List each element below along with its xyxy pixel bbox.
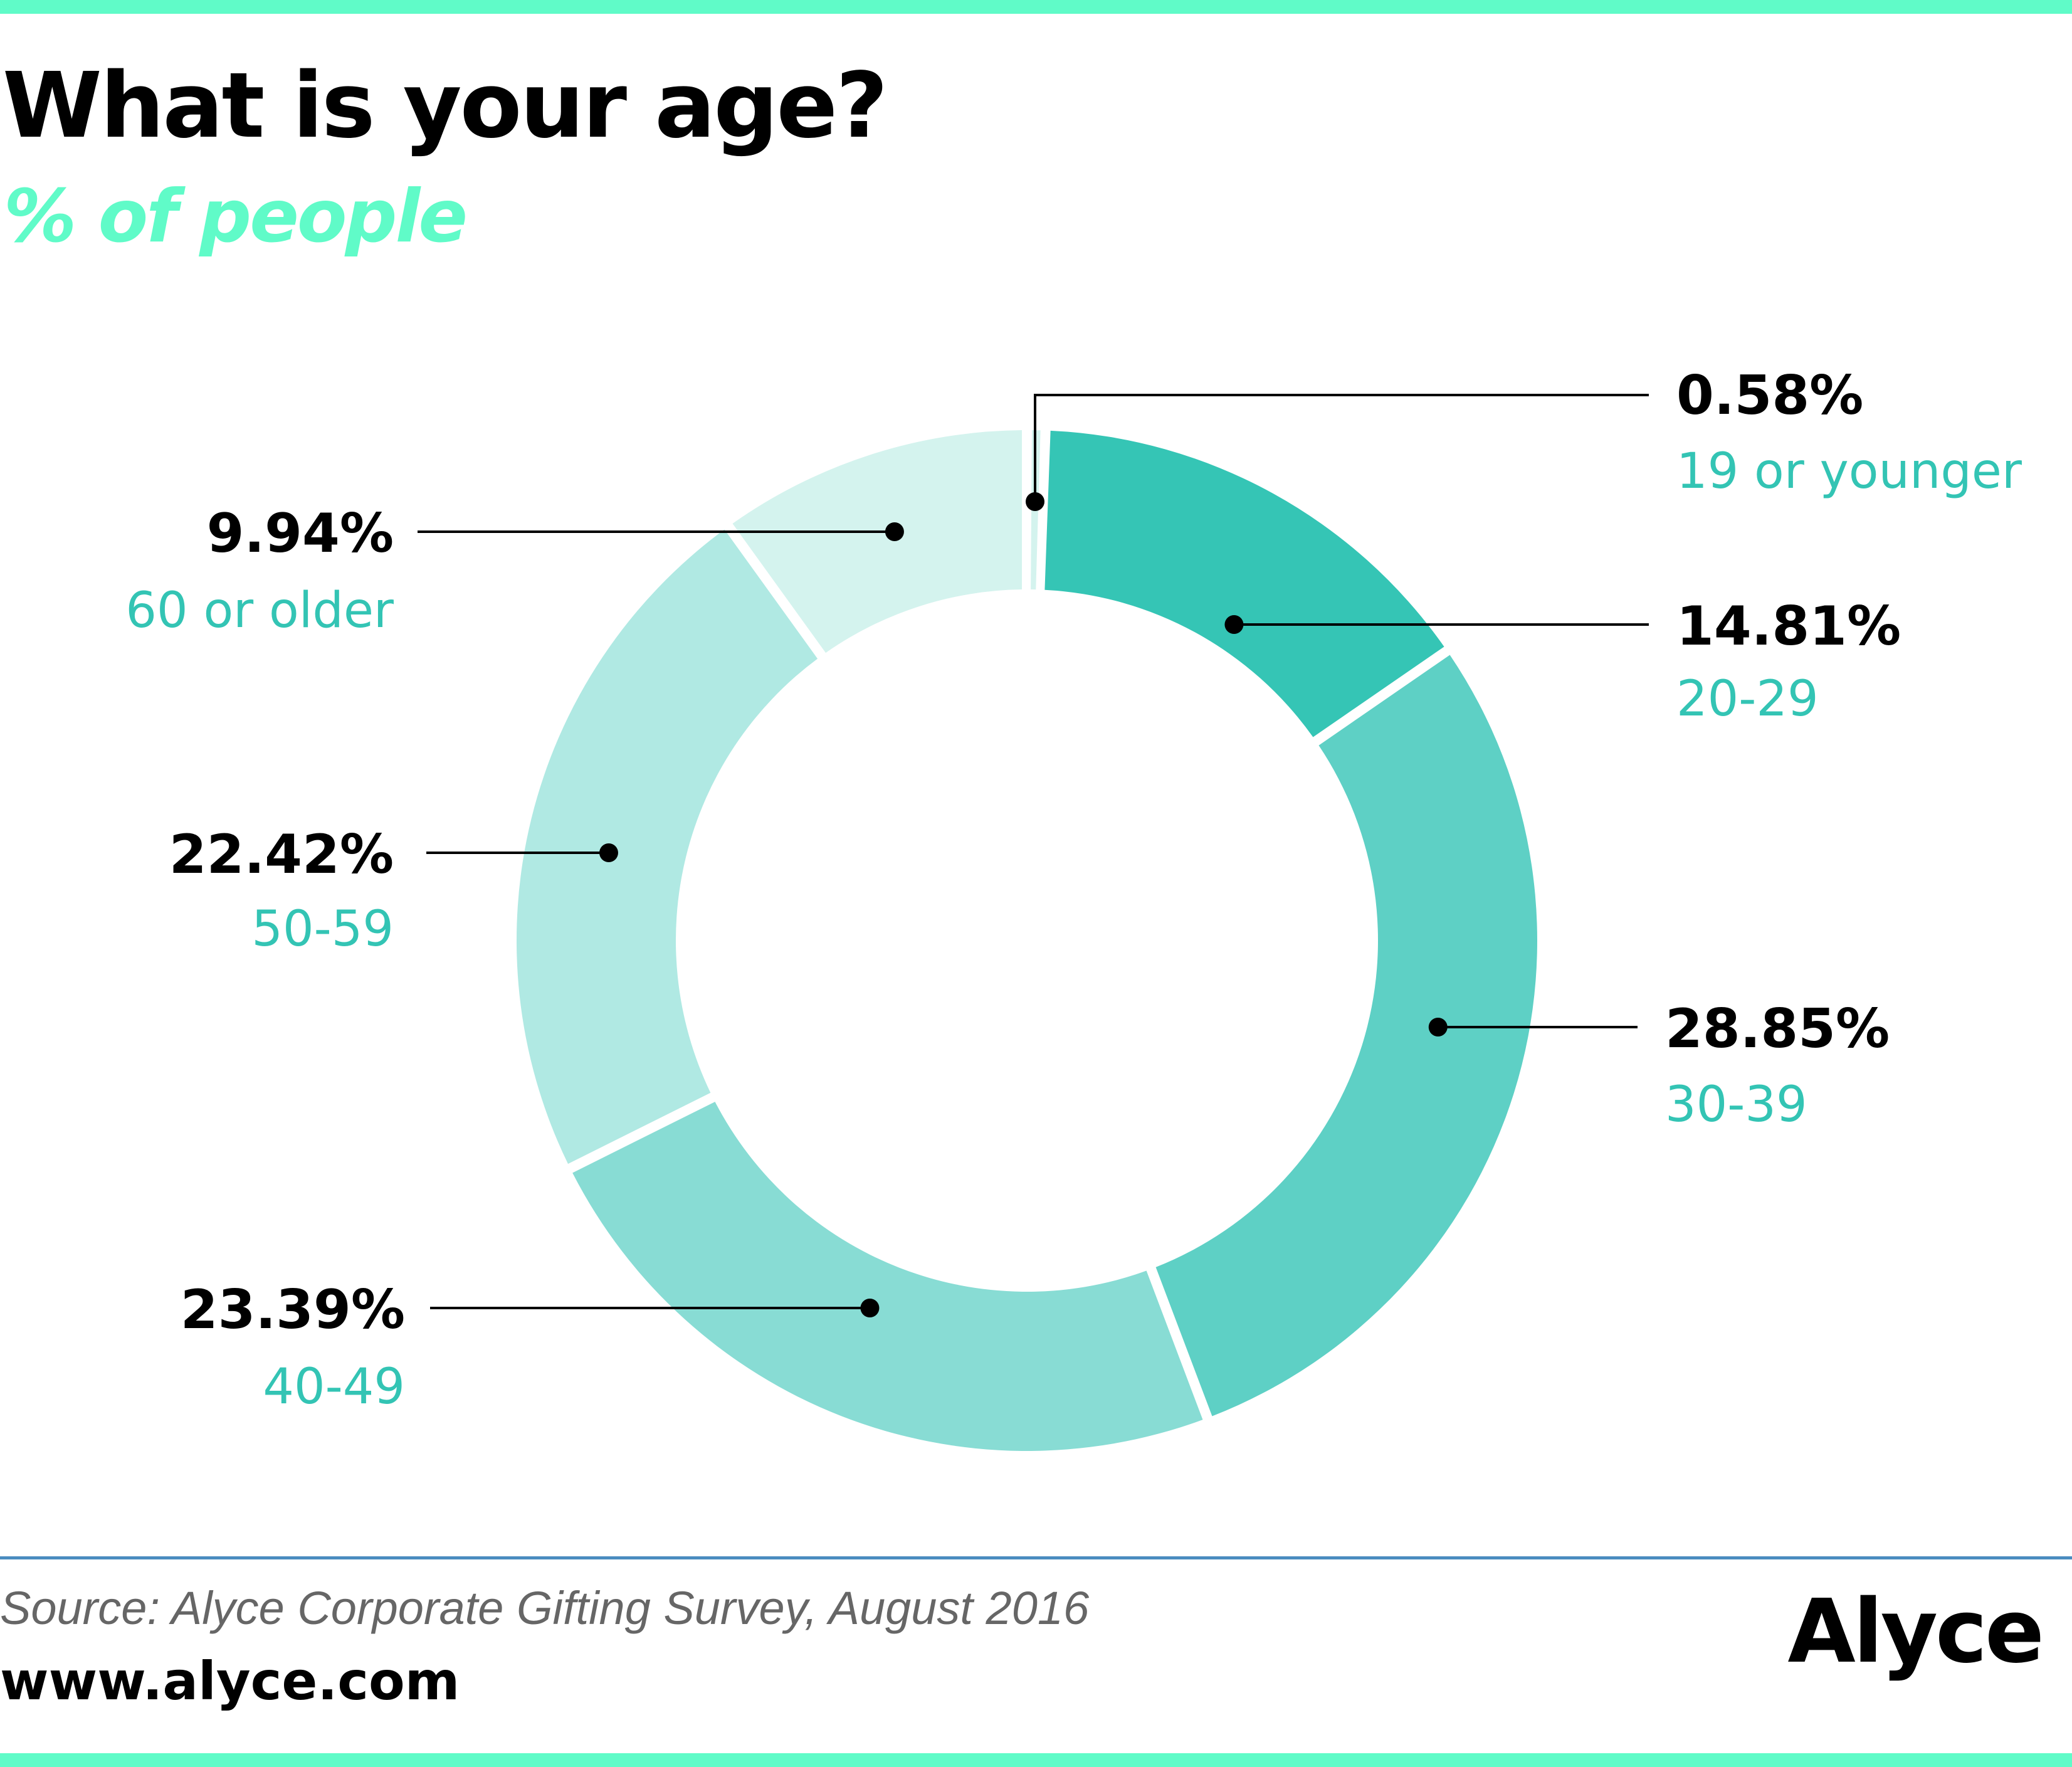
website-url[interactable]: www.alyce.com <box>0 1650 460 1712</box>
bottom-accent-bar <box>0 1753 2072 1767</box>
footer-divider <box>0 1556 2072 1559</box>
slice-value-label: 14.81% <box>1676 595 1901 658</box>
brand-logo: Alyce <box>1787 1581 2044 1683</box>
leader-dot <box>599 843 618 862</box>
leader-dot <box>860 1299 880 1317</box>
slice-value-label: 22.42% <box>169 823 394 886</box>
chart-title: What is your age? <box>3 53 888 158</box>
leader-line <box>1034 394 1649 502</box>
top-accent-bar <box>0 0 2072 14</box>
slice-category-label: 60 or older <box>125 583 394 639</box>
donut-slice <box>572 1102 1203 1451</box>
slice-category-label: 40-49 <box>263 1359 405 1415</box>
slice-value-label: 23.39% <box>181 1279 405 1341</box>
slice-category-label: 30-39 <box>1665 1077 1807 1133</box>
slice-category-label: 19 or younger <box>1676 443 2022 500</box>
donut-slice <box>732 430 1023 653</box>
slice-value-label: 9.94% <box>207 502 394 565</box>
source-note: Source: Alyce Corporate Gifting Survey, … <box>0 1582 1090 1634</box>
leader-dot <box>885 522 904 541</box>
slice-category-label: 20-29 <box>1676 671 1819 727</box>
slice-category-label: 50-59 <box>251 901 394 957</box>
donut-slice <box>1155 655 1537 1416</box>
slice-value-label: 0.58% <box>1676 364 1863 427</box>
donut-slice <box>516 529 818 1164</box>
chart-subtitle: % of people <box>4 174 468 259</box>
slice-value-label: 28.85% <box>1665 998 1890 1060</box>
leader-dot <box>1026 492 1044 511</box>
donut-slice <box>1044 430 1444 737</box>
leader-dot <box>1428 1018 1448 1036</box>
leader-dot <box>1224 615 1244 634</box>
